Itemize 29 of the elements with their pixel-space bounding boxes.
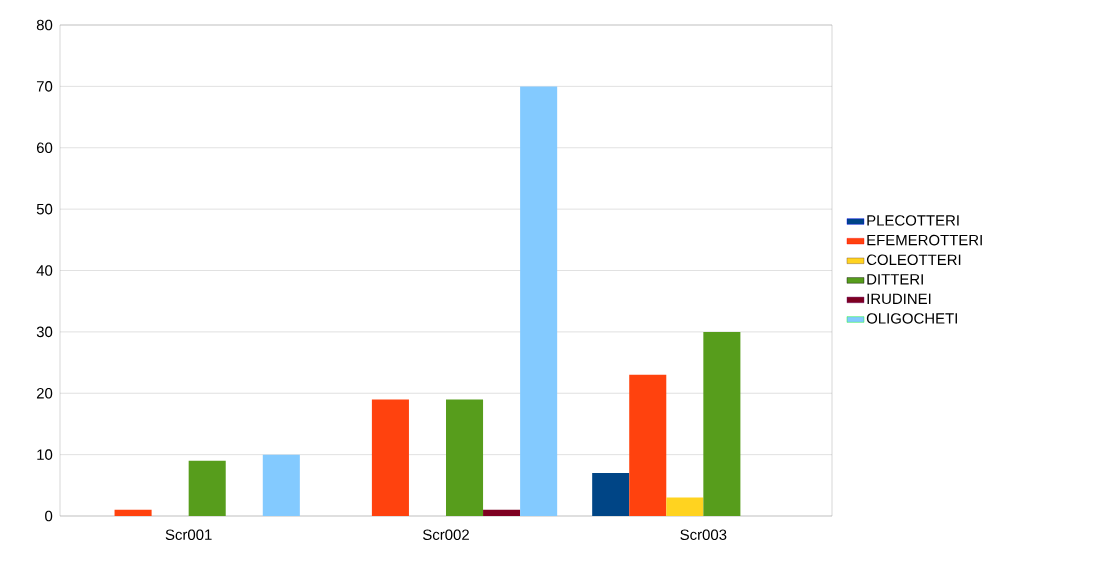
y-tick-label: 10	[37, 449, 53, 460]
y-tick-label: 0	[45, 510, 53, 522]
legend-label: COLEOTTERI	[866, 254, 961, 266]
legend-label: DITTERI	[867, 274, 923, 285]
bar	[592, 473, 630, 516]
y-tick-label: 30	[36, 326, 53, 338]
y-tick-label: 20	[36, 387, 53, 399]
bar	[188, 460, 226, 516]
bar	[446, 399, 484, 516]
bar	[114, 509, 152, 516]
bar	[629, 374, 667, 516]
legend-label: EFEMEROTTERI	[867, 234, 982, 246]
legend-label: IRUDINEI	[867, 293, 931, 305]
bar	[262, 454, 300, 516]
bar	[666, 497, 704, 516]
x-tick-label: Scr002	[423, 529, 469, 541]
y-tick-label: 70	[36, 81, 53, 92]
bar	[371, 399, 409, 516]
y-tick-label: 60	[36, 142, 53, 154]
bar	[483, 509, 521, 516]
bar	[703, 331, 741, 516]
legend-label: OLIGOCHETI	[866, 313, 957, 324]
y-tick-label: 40	[36, 265, 53, 276]
x-tick-label: Scr003	[680, 529, 727, 541]
y-tick-label: 50	[36, 203, 53, 215]
x-tick-label: Scr001	[165, 529, 212, 541]
legend-label: PLECOTTERI	[867, 215, 959, 226]
y-tick-label: 80	[36, 19, 53, 31]
bar	[520, 86, 558, 516]
